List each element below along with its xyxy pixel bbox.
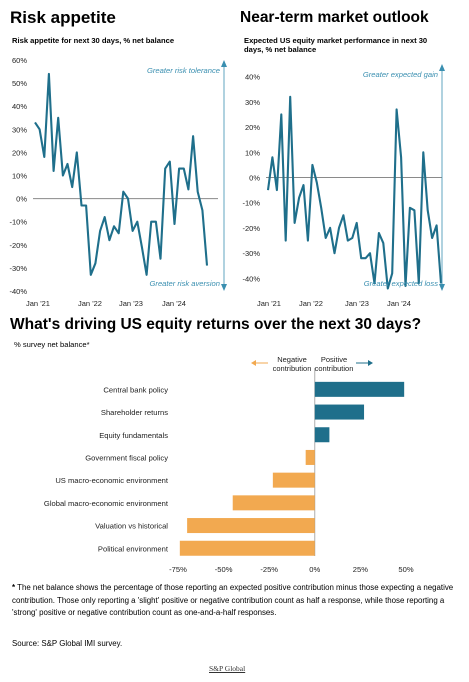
chart3-title: What's driving US equity returns over th… (10, 316, 422, 333)
y-tick-label: -30% (9, 264, 27, 273)
y-tick-label: 60% (12, 56, 27, 65)
y-tick-label: 20% (245, 123, 260, 132)
category-label: Equity fundamentals (99, 431, 168, 440)
bar (232, 495, 315, 511)
y-tick-label: 50% (12, 79, 27, 88)
y-tick-label: -30% (242, 249, 260, 258)
arrow-down-icon (439, 284, 445, 291)
market-outlook-chart: 40% 30% 20% 10% 0% -10% -20% -30% -40% Jan '21 Jan… (242, 64, 445, 308)
x-tick-label: Jan '22 (299, 299, 323, 308)
x-tick-label: 25% (353, 565, 368, 574)
x-tick-label: Jan '23 (345, 299, 369, 308)
bar (314, 404, 365, 420)
legend-positive-line2: contribution (315, 364, 354, 373)
series-line (34, 72, 209, 276)
category-label: Government fiscal policy (85, 453, 168, 462)
y-tick-label: 40% (245, 73, 260, 82)
category-label: Global macro-economic environment (44, 499, 169, 508)
annotation-top: Greater risk tolerance (147, 66, 220, 75)
arrow-right-icon (368, 360, 373, 366)
footnote: * The net balance shows the percentage o… (12, 582, 454, 620)
x-tick-label: Jan '22 (78, 299, 102, 308)
bar (305, 449, 315, 465)
chart1-subtitle: Risk appetite for next 30 days, % net ba… (12, 36, 175, 45)
legend-negative-line2: contribution (273, 364, 312, 373)
category-label: Shareholder returns (101, 408, 168, 417)
y-tick-label: -40% (242, 274, 260, 283)
drivers-bar-chart: Central bank policy Shareholder returns Eq… (44, 355, 414, 574)
arrow-left-icon (251, 360, 256, 366)
x-tick-label: Jan '21 (257, 299, 281, 308)
category-label: Central bank policy (103, 385, 168, 394)
x-tick-label: -50% (215, 565, 233, 574)
category-label: Political environment (98, 544, 169, 553)
y-tick-label: 20% (12, 148, 27, 157)
legend-negative-line1: Negative (277, 355, 307, 364)
y-tick-label: -10% (9, 218, 27, 227)
annotation-bottom: Greater risk aversion (150, 279, 220, 288)
x-tick-label: Jan '24 (387, 299, 411, 308)
bar (272, 472, 315, 488)
y-tick-label: -10% (242, 199, 260, 208)
bar (187, 518, 315, 534)
x-tick-label: Jan '23 (119, 299, 143, 308)
y-tick-label: 10% (12, 172, 27, 181)
risk-appetite-chart: 60% 50% 40% 30% 20% 10% 0% -10% -20% -30% -40% Jan … (9, 56, 227, 308)
bar (314, 427, 330, 443)
legend-positive-line1: Positive (321, 355, 347, 364)
y-tick-label: 10% (245, 148, 260, 157)
x-tick-label: -25% (260, 565, 278, 574)
x-tick-label: 0% (309, 565, 320, 574)
bar (179, 540, 315, 556)
footer-brand: S&P Global (209, 664, 246, 673)
arrow-up-icon (221, 60, 227, 67)
annotation-top: Greater expected gain (363, 70, 438, 79)
chart2-title: Near-term market outlook (240, 9, 429, 26)
category-label: US macro-economic environment (55, 476, 169, 485)
footnote-text: The net balance shows the percentage of … (12, 583, 454, 617)
x-tick-label: -75% (169, 565, 187, 574)
x-tick-label: Jan '24 (162, 299, 186, 308)
source-note: Source: S&P Global IMI survey. (12, 639, 123, 648)
y-tick-label: -20% (242, 224, 260, 233)
annotation-bottom: Greater expected loss (364, 279, 438, 288)
footnote-marker: * (12, 583, 16, 592)
x-tick-label: 50% (398, 565, 413, 574)
arrow-down-icon (221, 284, 227, 291)
y-tick-label: 0% (249, 174, 260, 183)
y-tick-label: -20% (9, 241, 27, 250)
category-label: Valuation vs historical (95, 522, 168, 531)
y-tick-label: 40% (12, 102, 27, 111)
y-tick-label: 0% (16, 195, 27, 204)
y-tick-label: 30% (12, 125, 27, 134)
arrow-up-icon (439, 64, 445, 71)
bar (314, 381, 405, 397)
chart3-subtitle: % survey net balance* (14, 340, 90, 349)
y-tick-label: 30% (245, 98, 260, 107)
chart1-title: Risk appetite (10, 8, 116, 27)
x-tick-label: Jan '21 (26, 299, 50, 308)
chart2-subtitle: Expected US equity market performance in… (244, 36, 428, 54)
series-line (266, 95, 443, 290)
y-tick-label: -40% (9, 287, 27, 296)
